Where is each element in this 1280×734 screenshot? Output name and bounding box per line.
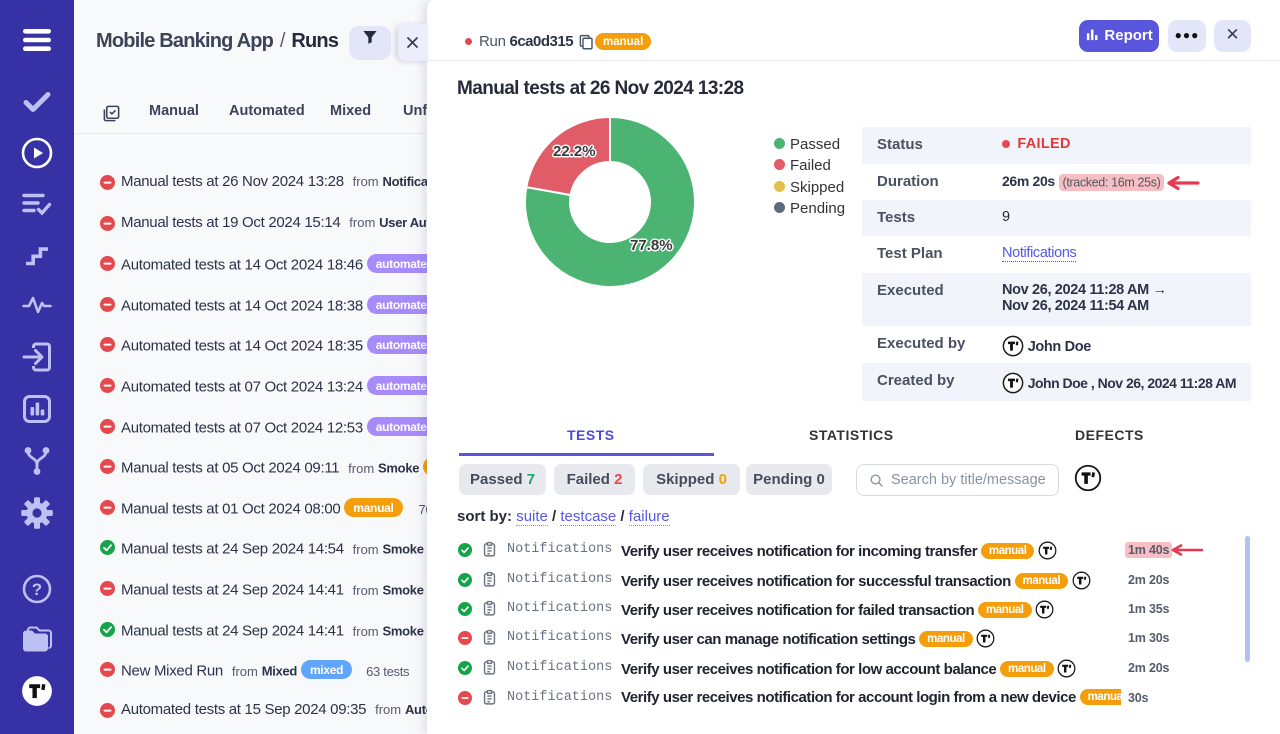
svg-text:?: ?: [32, 580, 42, 599]
